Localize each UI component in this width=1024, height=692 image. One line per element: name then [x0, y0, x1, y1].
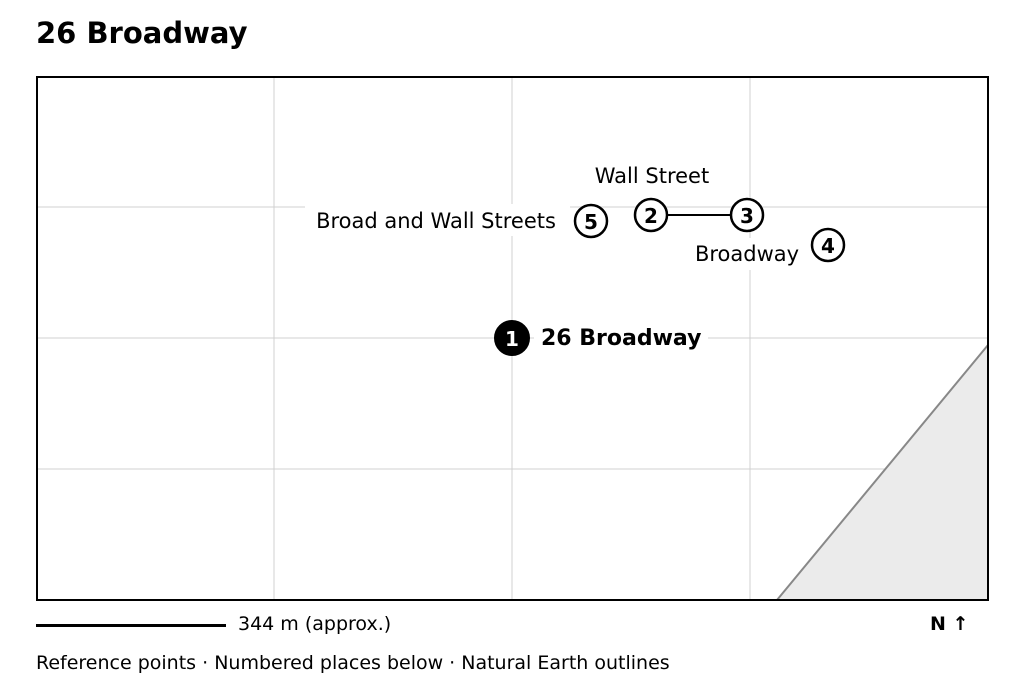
- place-label-broad-and-wall-streets: Broad and Wall Streets: [316, 209, 556, 233]
- north-arrow: N ↑: [930, 613, 969, 635]
- marker-number: 3: [740, 204, 754, 228]
- label-background: [305, 204, 570, 236]
- place-marker-3[interactable]: 3: [729, 197, 765, 233]
- marker-number: 4: [821, 234, 835, 258]
- map-footer-note: Reference points · Numbered places below…: [36, 652, 670, 674]
- map-title: 26 Broadway: [36, 16, 248, 50]
- place-label-wall-street: Wall Street: [595, 164, 709, 188]
- place-label-26-broadway: 26 Broadway: [541, 326, 701, 351]
- map-frame: [36, 76, 989, 601]
- marker-circle: [729, 197, 765, 233]
- label-background: [586, 160, 718, 192]
- marker-number: 5: [584, 210, 598, 234]
- marker-number: 1: [505, 327, 519, 351]
- scale-bar: [36, 624, 226, 627]
- marker-circle: [810, 227, 846, 263]
- label-background: [534, 322, 708, 354]
- marker-circle-primary: [494, 320, 530, 356]
- place-marker-2[interactable]: 2: [633, 197, 669, 233]
- place-marker-4[interactable]: 4: [810, 227, 846, 263]
- place-label-broadway: Broadway: [695, 242, 799, 266]
- place-marker-1[interactable]: 1: [494, 320, 530, 356]
- marker-number: 2: [644, 204, 658, 228]
- marker-circle: [573, 203, 609, 239]
- place-marker-5[interactable]: 5: [573, 203, 609, 239]
- land-outline: [774, 342, 989, 601]
- label-background: [686, 238, 808, 270]
- marker-circle: [633, 197, 669, 233]
- scale-bar-label: 344 m (approx.): [238, 613, 392, 635]
